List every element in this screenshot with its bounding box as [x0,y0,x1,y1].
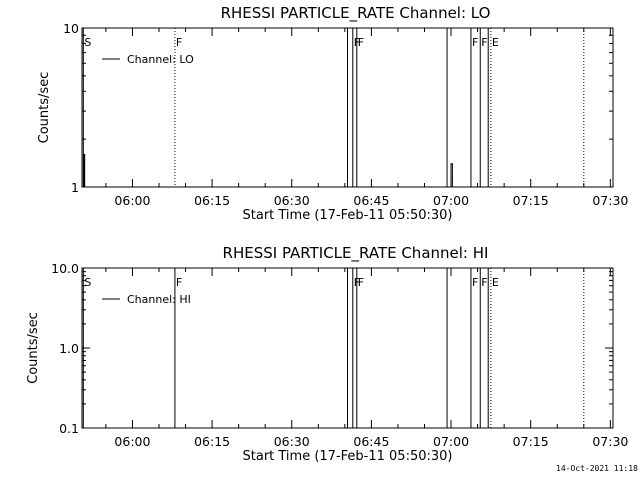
x-tick-label: 07:00 [433,434,469,449]
x-tick-label: 06:15 [194,434,230,449]
x-tick-label: 06:00 [114,193,150,208]
flag-label: F [472,276,478,289]
chart-title: RHESSI PARTICLE_RATE Channel: LO [221,4,491,23]
flag-label: F [481,36,487,49]
flag-label: F [176,36,182,49]
x-tick-label: 06:30 [274,193,310,208]
legend: Channel: HI [102,293,191,306]
x-tick-label: 06:15 [194,193,230,208]
flag-label: E [492,36,499,49]
chart-title: RHESSI PARTICLE_RATE Channel: HI [223,244,489,263]
footer-timestamp: 14-Oct-2021 11:18 [556,464,638,473]
flag-label: F [472,36,478,49]
y-tick-label: 1 [71,180,79,195]
flag-label: F [481,276,487,289]
x-tick-label: 07:00 [433,193,469,208]
x-tick-label: 06:00 [114,434,150,449]
flags: SFFFFFE [82,268,499,428]
y-axis-label: Counts/sec [26,312,41,384]
x-tick-label: 06:45 [353,434,389,449]
y-axis: 1 10 [63,21,613,195]
flag-label: S [84,36,91,49]
flags: SFFFFFE [82,28,499,187]
event-lines [347,268,585,428]
x-axis-label: Start Time (17-Feb-11 05:50:30) [243,449,453,464]
y-axis-label: Counts/sec [37,72,52,144]
y-tick-label: 0.1 [59,421,79,436]
y-tick-label: 10.0 [51,261,79,276]
x-tick-label: 06:30 [274,434,310,449]
flag-label: F [358,276,364,289]
x-axis-label: Start Time (17-Feb-11 05:50:30) [243,208,453,223]
flag-label: E [492,276,499,289]
y-tick-label: 10 [63,21,79,36]
x-tick-label: 06:45 [353,193,389,208]
y-tick-label: 1.0 [59,341,79,356]
x-tick-label: 07:15 [513,193,549,208]
x-tick-label: 07:30 [592,193,628,208]
event-lines [347,28,585,187]
legend-label: Channel: HI [127,293,191,306]
x-axis: 06:00 06:15 06:30 06:45 07:00 07:15 07:30 [105,28,628,208]
legend-label: Channel: LO [127,53,194,66]
x-tick-label: 07:30 [592,434,628,449]
x-tick-label: 07:15 [513,434,549,449]
series-1 [83,154,453,187]
y-axis: 0.1 1.0 10.0 [51,261,613,436]
flag-label: S [84,276,91,289]
flag-label: F [176,276,182,289]
legend: Channel: LO [102,53,194,66]
flag-label: F [358,36,364,49]
series-line [450,163,453,187]
x-axis: 06:00 06:15 06:30 06:45 07:00 07:15 07:30 [105,268,628,449]
series-line [83,154,86,187]
